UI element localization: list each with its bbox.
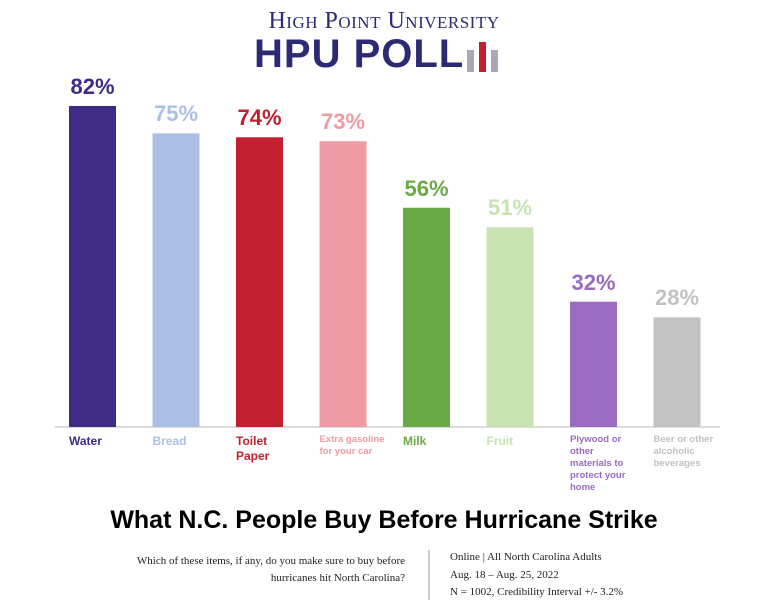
x-tick-label: Beer or other alcoholic beverages — [653, 434, 714, 469]
notes: Online | All North Carolina Adults Aug. 1… — [450, 549, 623, 602]
value-label: 28% — [654, 285, 700, 311]
logo-bar — [479, 42, 486, 72]
value-label: 82% — [70, 73, 115, 99]
bar — [319, 141, 367, 427]
question: Which of these items, if any, do you mak… — [136, 555, 405, 584]
bar — [403, 207, 450, 427]
x-tick-label: Toilet Paper — [236, 434, 270, 463]
bar — [236, 137, 283, 428]
note-line: N = 1002, Credibility Interval +/- 3.2% — [450, 586, 624, 599]
value-label: 56% — [404, 175, 449, 201]
x-tick-label: Water — [69, 434, 102, 448]
x-tick-label: Plywood or other materials to protect yo… — [570, 434, 626, 493]
poll-name: HPU POLL — [254, 32, 465, 76]
university-name: High Point University — [268, 8, 500, 34]
x-tick-label: Fruit — [486, 434, 514, 448]
note-line: Aug. 18 – Aug. 25, 2022 — [450, 568, 559, 581]
logo-bar — [467, 50, 474, 72]
note-line: Online | All North Carolina Adults — [450, 551, 602, 563]
value-label: 32% — [571, 269, 616, 295]
value-label: 51% — [487, 195, 533, 221]
x-tick-label: Bread — [152, 434, 187, 448]
x-tick-label: Milk — [403, 434, 427, 448]
bar — [653, 317, 701, 427]
value-label: 75% — [153, 101, 199, 127]
chart-title: What N.C. People Buy Before Hurricane St… — [110, 506, 658, 534]
bar — [152, 133, 200, 427]
value-label: 74% — [237, 105, 282, 131]
bar — [486, 227, 534, 427]
value-label: 73% — [320, 109, 366, 135]
logo-bar — [491, 50, 498, 72]
bar — [570, 301, 617, 427]
x-tick-label: Extra gasoline for your car — [319, 434, 385, 457]
bar — [69, 105, 116, 427]
